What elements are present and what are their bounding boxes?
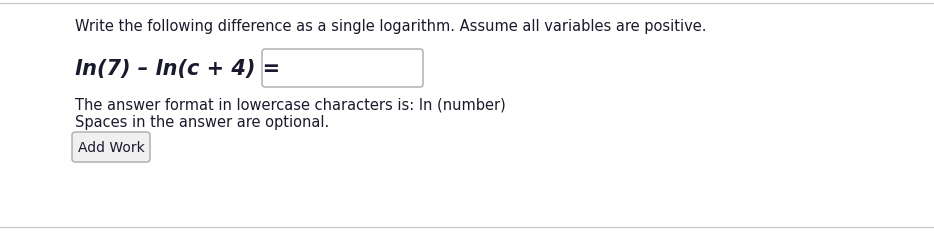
FancyBboxPatch shape — [72, 132, 150, 162]
Text: Write the following difference as a single logarithm. Assume all variables are p: Write the following difference as a sing… — [75, 19, 706, 34]
Text: Spaces in the answer are optional.: Spaces in the answer are optional. — [75, 114, 330, 129]
Text: ln(7) – ln(c + 4) =: ln(7) – ln(c + 4) = — [75, 59, 280, 79]
FancyBboxPatch shape — [262, 50, 423, 88]
Text: The answer format in lowercase characters is: ln (number): The answer format in lowercase character… — [75, 97, 505, 112]
Text: Add Work: Add Work — [78, 140, 145, 154]
